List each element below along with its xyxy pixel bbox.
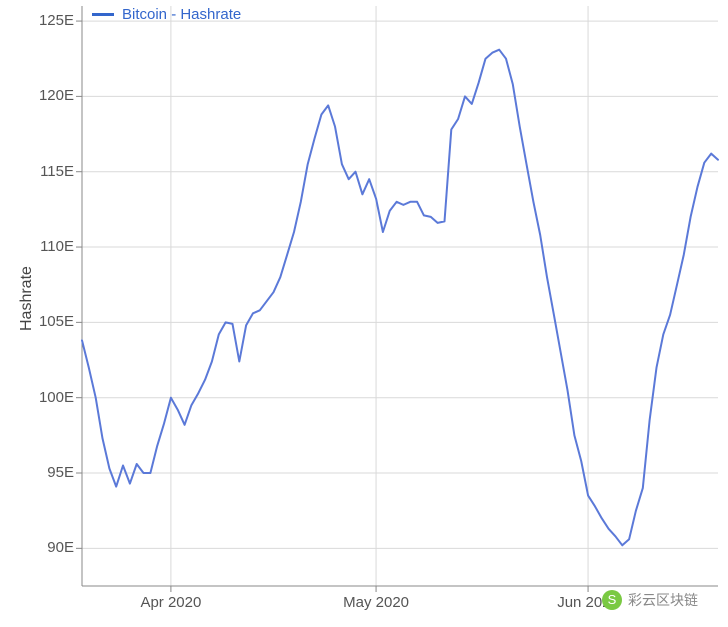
y-tick-label: 95E — [24, 464, 74, 481]
watermark-logo-icon: S — [602, 590, 622, 610]
hashrate-chart: Bitcoin - Hashrate Hashrate 90E95E100E10… — [0, 0, 728, 627]
y-tick-label: 120E — [24, 87, 74, 104]
legend: Bitcoin - Hashrate — [92, 6, 241, 23]
y-tick-label: 125E — [24, 12, 74, 29]
y-tick-label: 110E — [24, 238, 74, 255]
chart-svg — [0, 0, 728, 627]
y-tick-label: 105E — [24, 313, 74, 330]
watermark-text: 彩云区块链 — [628, 590, 698, 610]
x-tick-label: Apr 2020 — [121, 594, 221, 611]
y-tick-label: 100E — [24, 389, 74, 406]
legend-label: Bitcoin - Hashrate — [122, 6, 241, 23]
legend-swatch — [92, 13, 114, 16]
x-tick-label: May 2020 — [326, 594, 426, 611]
y-tick-label: 90E — [24, 539, 74, 556]
y-tick-label: 115E — [24, 163, 74, 180]
watermark: S 彩云区块链 — [602, 590, 698, 610]
